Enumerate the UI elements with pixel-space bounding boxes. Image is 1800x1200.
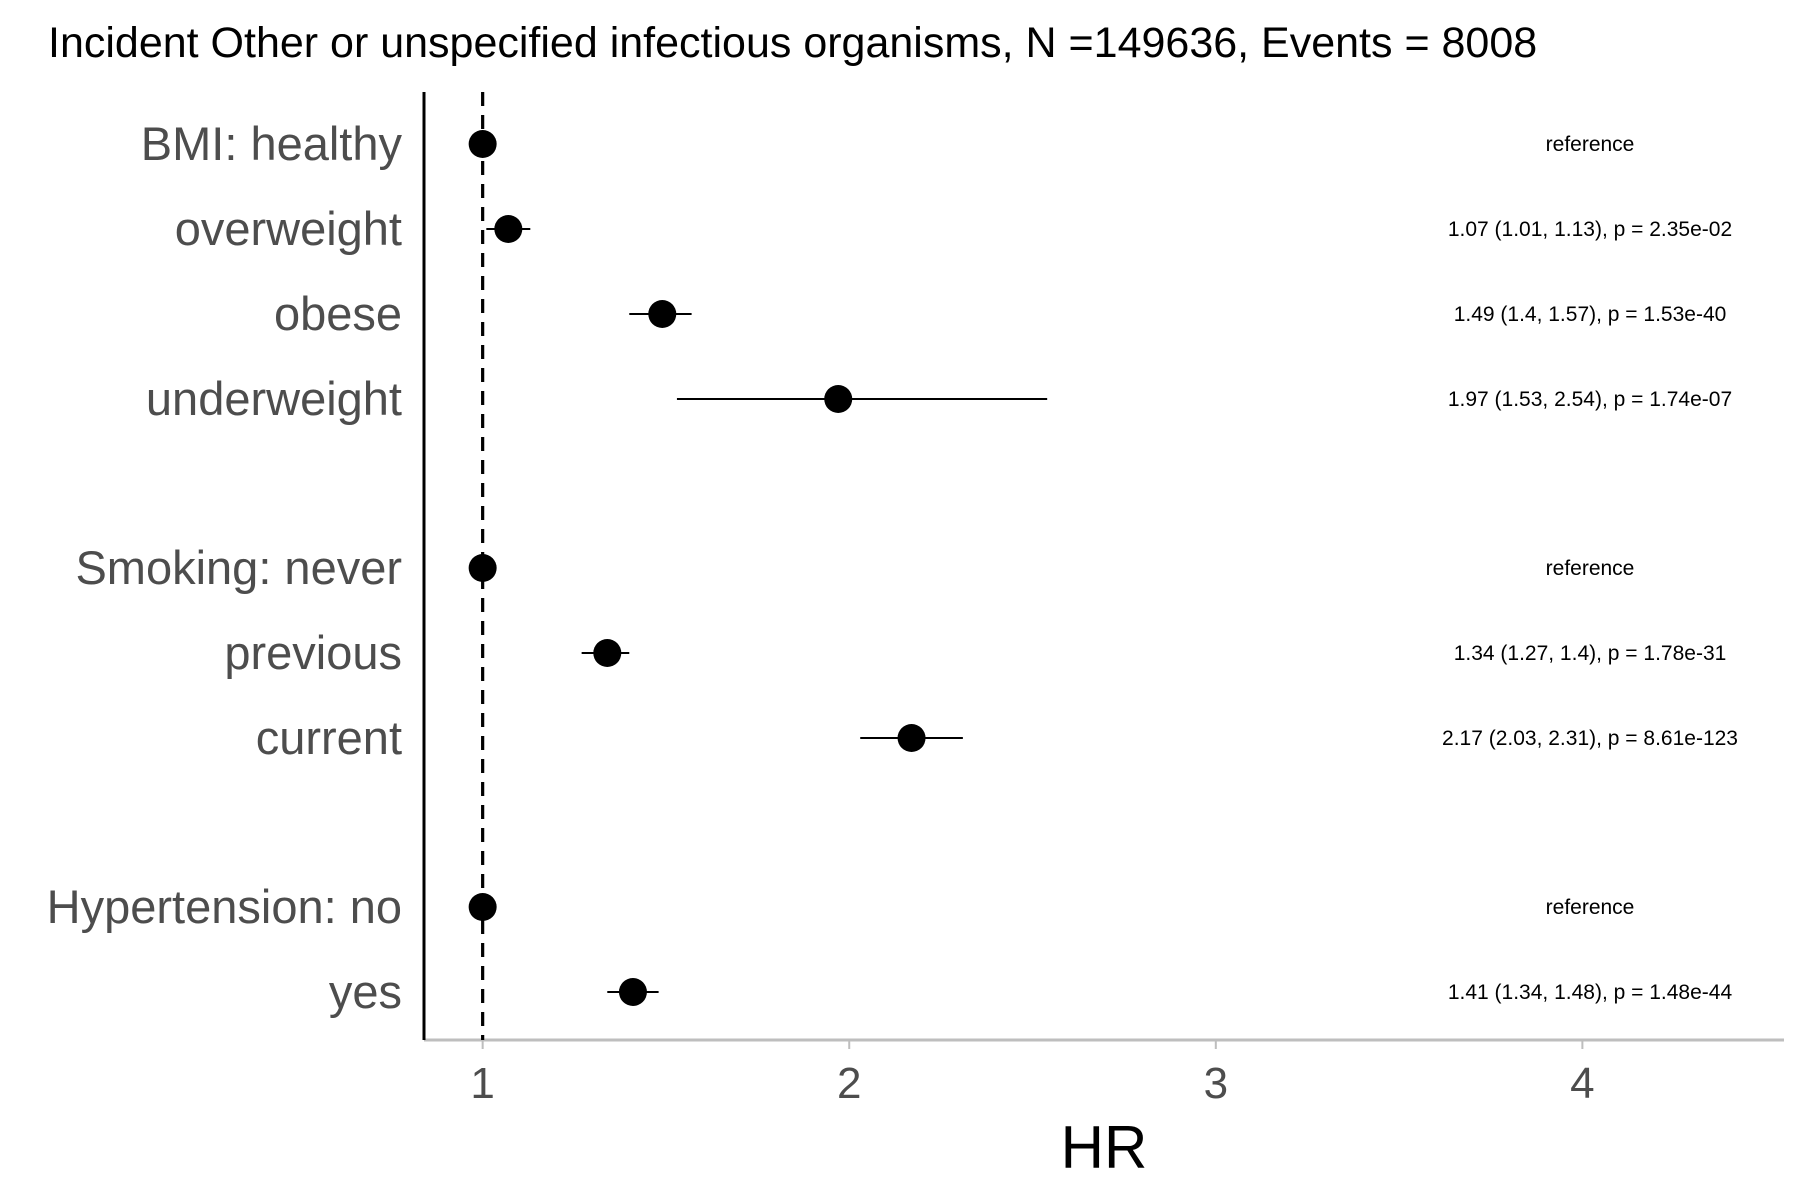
row-label: underweight xyxy=(146,372,402,425)
row-label: yes xyxy=(329,965,402,1018)
hr-point xyxy=(468,554,497,582)
row-label: obese xyxy=(274,287,402,340)
hr-annotation: 1.97 (1.53, 2.54), p = 1.74e-07 xyxy=(1448,388,1732,411)
hr-point xyxy=(593,639,622,667)
hr-annotation: 1.07 (1.01, 1.13), p = 2.35e-02 xyxy=(1448,218,1732,241)
hr-point xyxy=(468,893,497,921)
hr-annotation: 1.34 (1.27, 1.4), p = 1.78e-31 xyxy=(1454,642,1727,665)
row-label: overweight xyxy=(175,202,402,255)
hr-point xyxy=(648,300,677,328)
hr-annotation: 1.49 (1.4, 1.57), p = 1.53e-40 xyxy=(1454,303,1727,326)
x-tick-label: 2 xyxy=(837,1059,861,1108)
x-tick-label: 4 xyxy=(1570,1059,1594,1108)
hr-point xyxy=(468,130,497,158)
hr-annotation: reference xyxy=(1546,557,1635,580)
hr-point xyxy=(897,724,926,752)
x-tick-label: 3 xyxy=(1204,1059,1228,1108)
hr-annotation: reference xyxy=(1546,133,1635,156)
x-axis-title: HR xyxy=(1061,1114,1148,1181)
plot-area: 1 2 3 4 BMI: healthy reference overweight 1.07 … xyxy=(47,92,1784,1108)
hr-point xyxy=(618,978,647,1006)
row-label: Smoking: never xyxy=(75,541,402,594)
x-tick-label: 1 xyxy=(470,1059,494,1108)
hr-annotation: reference xyxy=(1546,896,1635,919)
row-label: BMI: healthy xyxy=(141,117,403,170)
hr-annotation: 2.17 (2.03, 2.31), p = 8.61e-123 xyxy=(1442,727,1738,750)
hr-point xyxy=(824,385,853,413)
hr-annotation: 1.41 (1.34, 1.48), p = 1.48e-44 xyxy=(1448,981,1733,1004)
chart-title: Incident Other or unspecified infectious… xyxy=(48,19,1537,67)
row-label: previous xyxy=(224,626,402,679)
row-label: current xyxy=(256,711,402,764)
hr-point xyxy=(494,215,523,243)
row-label: Hypertension: no xyxy=(47,880,402,933)
